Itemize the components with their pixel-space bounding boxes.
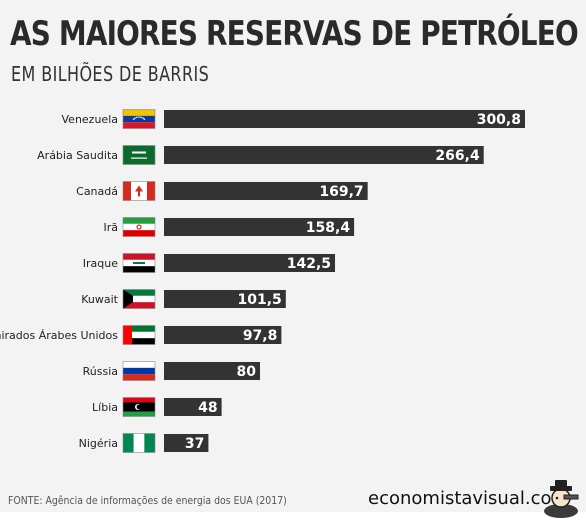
bar [164, 326, 282, 344]
category-label: Nigéria [79, 437, 118, 450]
data-label: 97,8 [243, 328, 278, 344]
venezuela-flag-icon [122, 109, 156, 129]
nigeria-flag-icon [122, 433, 156, 453]
category-label: Kuwait [81, 293, 118, 306]
source-note: FONTE: Agência de informações de energia… [8, 494, 287, 507]
data-label: 80 [237, 364, 257, 380]
iraq-flag-icon [122, 253, 156, 273]
bar [164, 434, 209, 452]
bar [164, 254, 336, 272]
category-label: Emirados Árabes Unidos [0, 329, 118, 342]
iran-flag-icon [122, 217, 156, 237]
bar [164, 290, 286, 308]
libya-flag-icon [122, 397, 156, 417]
bar [164, 398, 222, 416]
category-label: Rússia [83, 365, 118, 378]
data-label: 169,7 [319, 184, 363, 200]
canada-flag-icon [122, 181, 156, 201]
economist-mascot-icon [544, 480, 579, 518]
data-label: 37 [185, 436, 204, 452]
data-label: 266,4 [435, 148, 480, 164]
category-label: Venezuela [62, 113, 119, 126]
data-label: 48 [198, 400, 217, 416]
saudi-arabia-flag-icon [122, 145, 156, 165]
chart-title: AS MAIORES RESERVAS DE PETRÓLEO [10, 14, 579, 54]
data-label: 101,5 [238, 292, 282, 308]
category-label: Iraque [83, 257, 118, 270]
uae-flag-icon [122, 325, 156, 345]
data-label: 158,4 [306, 220, 351, 236]
chart-subtitle: EM BILHÕES DE BARRIS [11, 62, 210, 86]
bar [164, 182, 368, 200]
bar [164, 110, 525, 128]
category-label: Líbia [92, 401, 118, 414]
bar [164, 146, 484, 164]
data-label: 300,8 [477, 112, 521, 128]
brand-link[interactable]: economistavisual.com [368, 488, 570, 509]
category-label: Canadá [76, 185, 118, 198]
category-label: Irã [103, 221, 118, 234]
bar [164, 362, 261, 380]
bar [164, 218, 355, 236]
russia-flag-icon [122, 361, 156, 381]
footer-background [0, 512, 586, 523]
kuwait-flag-icon [122, 289, 156, 309]
category-label: Arábia Saudita [37, 149, 118, 162]
data-label: 142,5 [287, 256, 331, 272]
